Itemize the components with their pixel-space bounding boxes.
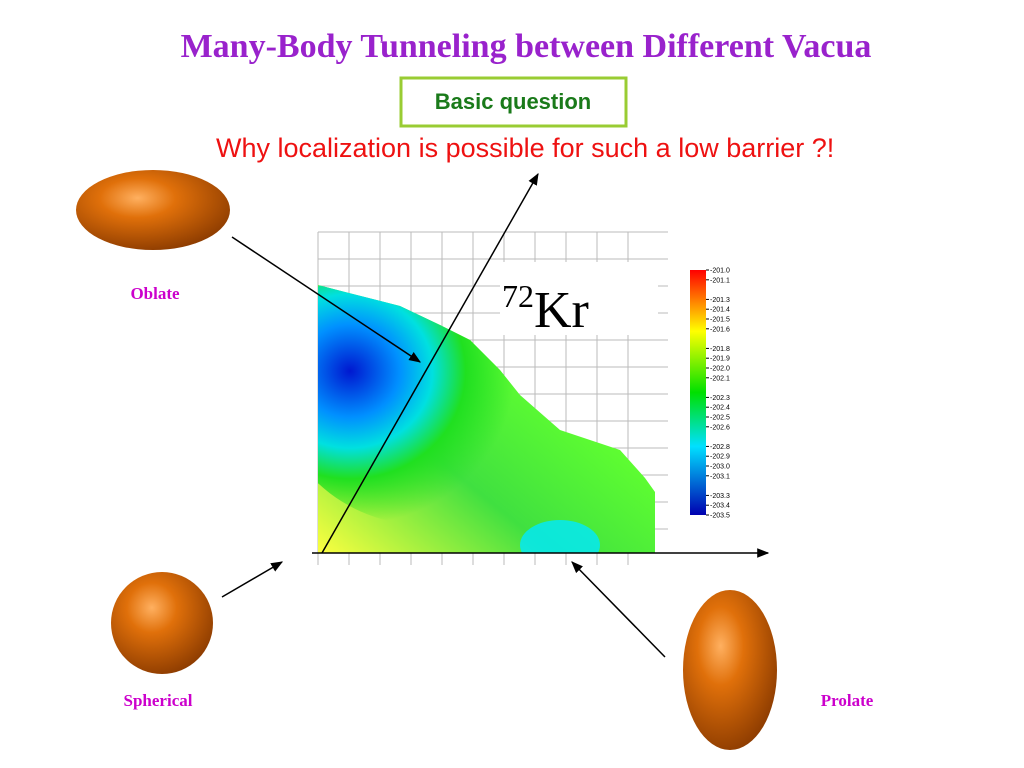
- badge: Basic question: [435, 89, 591, 114]
- slide-title: Many-Body Tunneling between Different Va…: [181, 28, 872, 65]
- colorbar: [690, 270, 706, 515]
- colorbar-tick-label: -202.6: [710, 424, 730, 431]
- colorbar-tick-label: -203.1: [710, 473, 730, 480]
- colorbar-tick-label: -201.4: [710, 307, 730, 314]
- colorbar-tick-label: -202.4: [710, 405, 730, 412]
- colorbar-tick-label: -203.5: [710, 513, 730, 520]
- arrow: [221, 561, 284, 598]
- colorbar-tick-label: -201.8: [710, 346, 730, 353]
- nucleus-box: [500, 262, 658, 335]
- colorbar-tick-label: -201.3: [710, 297, 730, 304]
- colorbar-tick-label: -202.5: [710, 415, 730, 422]
- colorbar-tick-label: -203.3: [710, 493, 730, 500]
- colorbar-tick-label: -202.9: [710, 454, 730, 461]
- colorbar-tick-label: -202.0: [710, 366, 730, 373]
- colorbar-ticks: -201.0 -201.1 -201.3 -201.4 -201.5 -201.6 -201…: [706, 268, 730, 520]
- colorbar-tick-label: -201.0: [710, 268, 730, 275]
- colorbar-tick-label: -201.6: [710, 326, 730, 333]
- colorbar-tick-label: -203.0: [710, 464, 730, 471]
- element-symbol: Kr: [534, 282, 589, 339]
- spherical-shape: [111, 572, 213, 674]
- badge-box: [399, 76, 628, 128]
- colorbar-tick-label: -201.5: [710, 317, 730, 324]
- prolate-label: Prolate: [821, 691, 874, 710]
- colorbar-tick-label: -202.1: [710, 375, 730, 382]
- arrow: [571, 561, 666, 658]
- gamma-axis: [321, 172, 539, 554]
- colorbar-tick-label: -202.8: [710, 444, 730, 451]
- nucleus-label: 72Kr: [502, 278, 589, 339]
- colorbar-tick-label: -202.3: [710, 395, 730, 402]
- oblate-shape: [76, 170, 230, 250]
- arrow: [231, 236, 421, 363]
- colorbar-tick-label: -201.9: [710, 356, 730, 363]
- colorbar-tick-label: -201.1: [710, 277, 730, 284]
- colorbar-tick-label: -203.4: [710, 503, 730, 510]
- oblate-label: Oblate: [130, 284, 180, 303]
- prolate-shape: [683, 590, 777, 750]
- spherical-label: Spherical: [124, 691, 193, 710]
- mass-number: 72: [502, 278, 534, 314]
- question: Why localization is possible for such a …: [216, 133, 834, 163]
